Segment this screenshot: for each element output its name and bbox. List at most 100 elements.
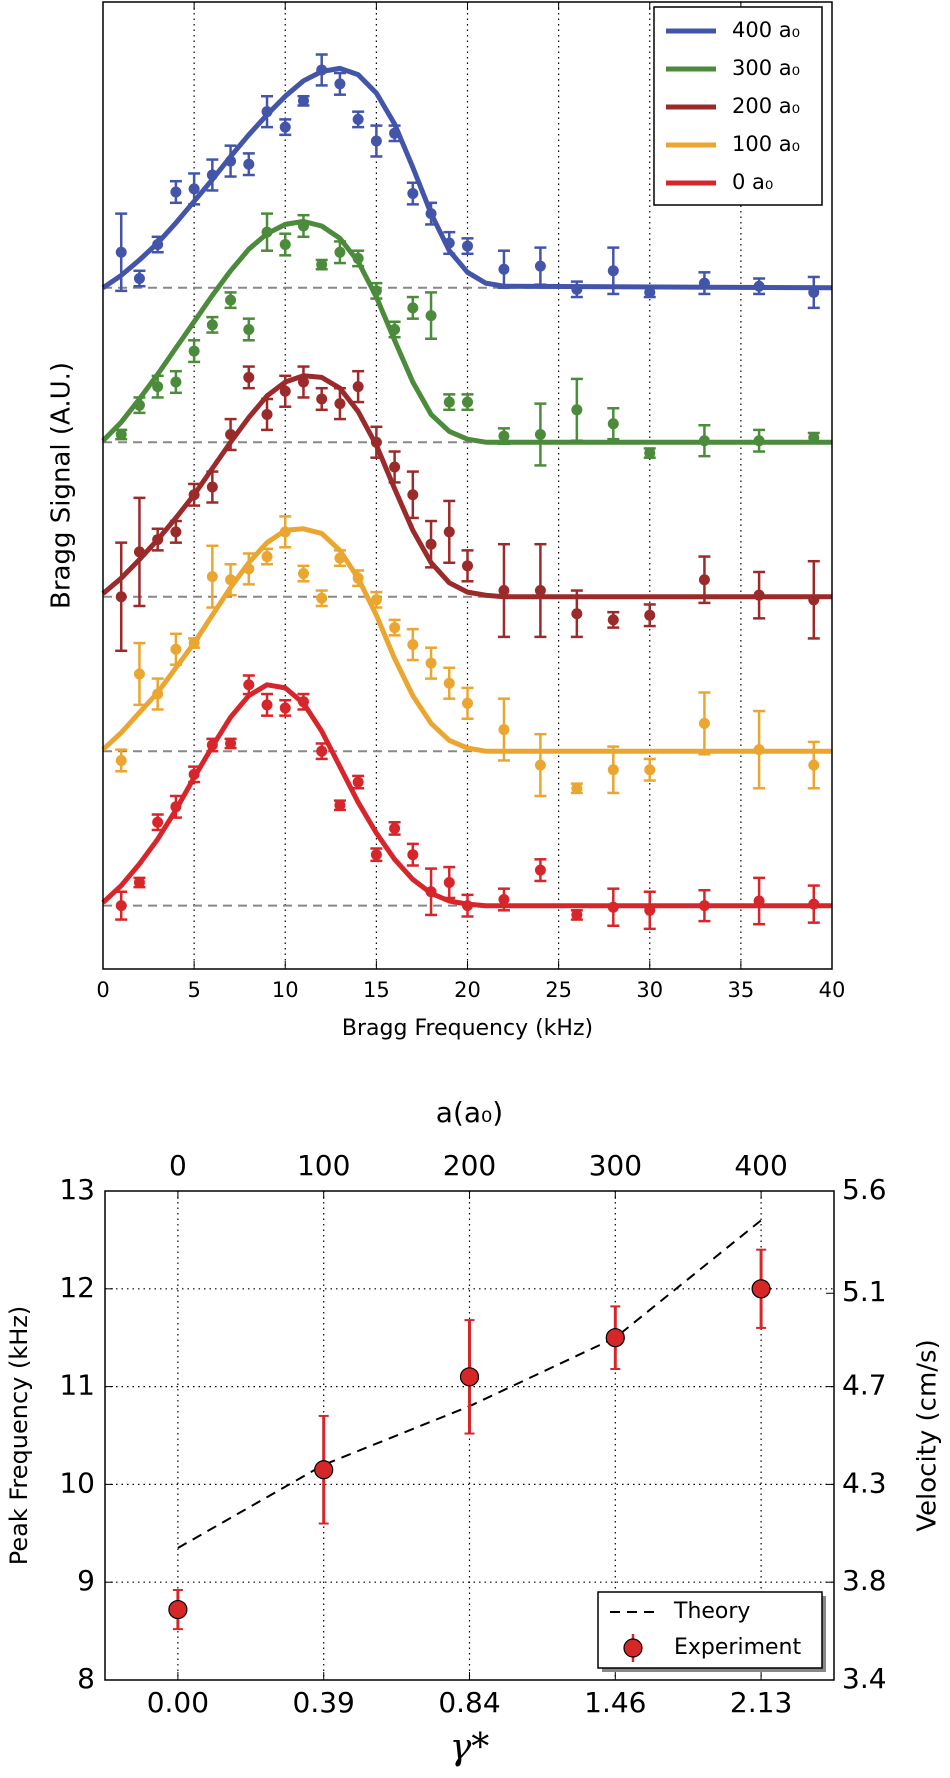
data-point — [206, 739, 218, 751]
data-point — [133, 399, 145, 411]
y2-tick-label: 3.4 — [842, 1662, 887, 1695]
data-point — [188, 489, 200, 501]
data-point — [607, 901, 619, 913]
x-tick-label: 5 — [187, 978, 200, 1002]
data-point — [808, 759, 820, 771]
x-tick-label: 1.46 — [584, 1686, 646, 1719]
data-point — [607, 764, 619, 776]
data-point — [644, 904, 656, 916]
data-point — [352, 776, 364, 788]
data-point — [115, 246, 127, 258]
data-point — [206, 169, 218, 181]
data-point — [753, 435, 765, 447]
data-point — [753, 280, 765, 292]
x2-tick-label: 300 — [589, 1149, 642, 1182]
x-tick-label: 2.13 — [730, 1686, 792, 1719]
data-point — [443, 237, 455, 249]
data-point — [261, 551, 273, 563]
data-point — [370, 135, 382, 147]
data-point — [534, 585, 546, 597]
data-point — [170, 643, 182, 655]
data-point — [170, 186, 182, 198]
legend-label: Theory — [673, 1599, 750, 1624]
x-tick-label: 0.84 — [438, 1686, 500, 1719]
data-point — [243, 323, 255, 335]
data-point — [607, 265, 619, 277]
data-point — [206, 571, 218, 583]
data-point — [571, 608, 583, 620]
data-point — [225, 737, 237, 749]
data-point — [297, 696, 309, 708]
data-point — [279, 385, 291, 397]
data-point — [462, 396, 473, 408]
data-point — [261, 408, 273, 420]
data-point — [316, 745, 328, 757]
y-tick-label: 9 — [77, 1564, 95, 1597]
data-point — [425, 886, 437, 898]
data-point — [334, 78, 346, 90]
data-point — [279, 239, 291, 251]
data-point — [352, 252, 364, 264]
data-point — [188, 345, 200, 357]
data-point — [133, 876, 145, 888]
data-point — [152, 381, 164, 393]
data-point — [206, 481, 218, 493]
data-point — [808, 594, 820, 606]
data-point — [498, 893, 510, 905]
legend-label: 0 a₀ — [732, 170, 773, 194]
data-point — [443, 876, 455, 888]
legend-label: 100 a₀ — [732, 132, 800, 156]
data-point — [389, 822, 401, 834]
data-point — [698, 900, 710, 912]
x-tick-label: 40 — [819, 978, 846, 1002]
data-point — [334, 246, 346, 258]
plot-frame — [104, 1190, 835, 1681]
y2-tick-label: 3.8 — [842, 1564, 887, 1597]
data-point — [225, 294, 237, 306]
data-point — [334, 398, 346, 410]
x2-tick-label: 400 — [734, 1149, 787, 1182]
data-point — [443, 526, 455, 538]
data-point — [206, 319, 218, 331]
y-tick-label: 8 — [77, 1662, 95, 1695]
data-point — [243, 371, 255, 383]
data-point — [170, 376, 182, 388]
data-point — [188, 768, 200, 780]
data-point — [389, 461, 401, 473]
fit-line — [101, 218, 832, 445]
legend-label: 300 a₀ — [732, 56, 800, 80]
data-point — [389, 127, 401, 139]
x-tick-label: 0.39 — [293, 1686, 355, 1719]
x2-axis-label: a(a₀) — [436, 1096, 503, 1129]
data-point — [698, 277, 710, 289]
plot-frame — [102, 1, 833, 970]
data-point — [370, 285, 382, 297]
data-point — [279, 526, 291, 538]
data-point — [316, 393, 328, 405]
data-point — [243, 563, 255, 575]
data-point — [133, 273, 145, 285]
data-point — [644, 609, 656, 621]
x-tick-label: 30 — [636, 978, 663, 1002]
x-tick-label: 20 — [454, 978, 481, 1002]
data-point — [133, 668, 145, 680]
y-tick-label: 13 — [59, 1173, 95, 1206]
data-point — [534, 759, 546, 771]
y-axis-label: Bragg Signal (A.U.) — [47, 362, 77, 609]
data-point — [133, 546, 145, 558]
data-point — [370, 849, 382, 861]
data-point — [370, 594, 382, 606]
data-point — [571, 909, 583, 921]
data-point — [407, 188, 419, 200]
x2-tick-label: 0 — [169, 1149, 187, 1182]
data-point — [698, 717, 710, 729]
data-point — [279, 121, 291, 133]
data-point — [498, 724, 510, 736]
y2-tick-label: 4.3 — [842, 1466, 887, 1499]
data-point — [534, 864, 546, 876]
x-tick-label: 35 — [728, 978, 755, 1002]
x-tick-label: 15 — [363, 978, 390, 1002]
x-axis-label: γ* — [450, 1727, 490, 1768]
data-point — [808, 432, 820, 444]
data-point — [571, 404, 583, 416]
